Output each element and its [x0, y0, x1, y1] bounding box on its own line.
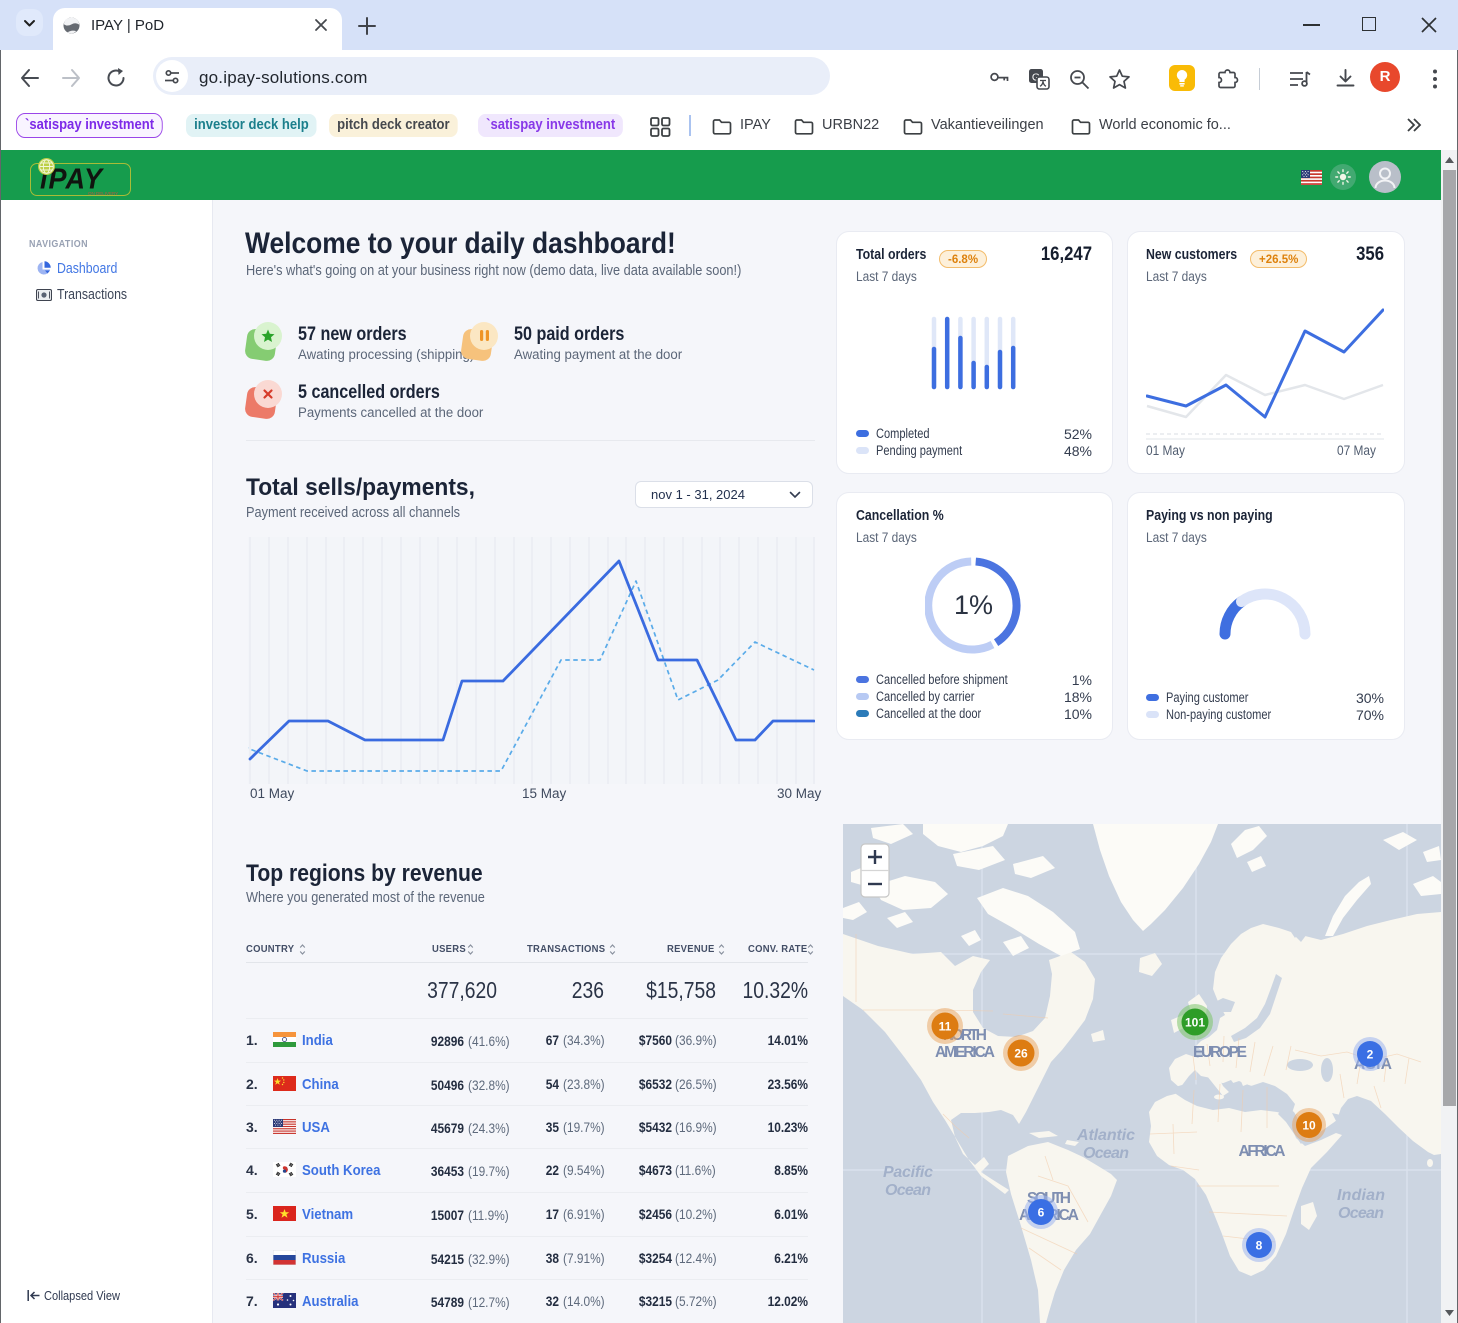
- svg-text:11: 11: [939, 1020, 952, 1034]
- svg-text:1%: 1%: [954, 590, 993, 620]
- svg-text:2: 2: [1367, 1048, 1374, 1062]
- svg-text:G: G: [1032, 72, 1040, 84]
- svg-text:Indian: Indian: [1337, 1187, 1385, 1204]
- svg-text:Atlantic: Atlantic: [1076, 1127, 1135, 1144]
- svg-text:Ocean: Ocean: [1083, 1145, 1129, 1162]
- svg-text:26: 26: [1014, 1047, 1028, 1061]
- svg-text:6: 6: [1038, 1206, 1045, 1220]
- svg-text:Pacific: Pacific: [883, 1164, 933, 1181]
- svg-text:Ocean: Ocean: [885, 1182, 931, 1199]
- svg-text:EUROPE: EUROPE: [1193, 1044, 1247, 1061]
- svg-text:101: 101: [1185, 1016, 1205, 1030]
- svg-text:10: 10: [1302, 1119, 1316, 1133]
- svg-text:AMERICA: AMERICA: [935, 1044, 995, 1061]
- svg-text:AFRICA: AFRICA: [1239, 1143, 1286, 1160]
- svg-text:8: 8: [1256, 1239, 1263, 1253]
- svg-text:Ocean: Ocean: [1338, 1205, 1384, 1222]
